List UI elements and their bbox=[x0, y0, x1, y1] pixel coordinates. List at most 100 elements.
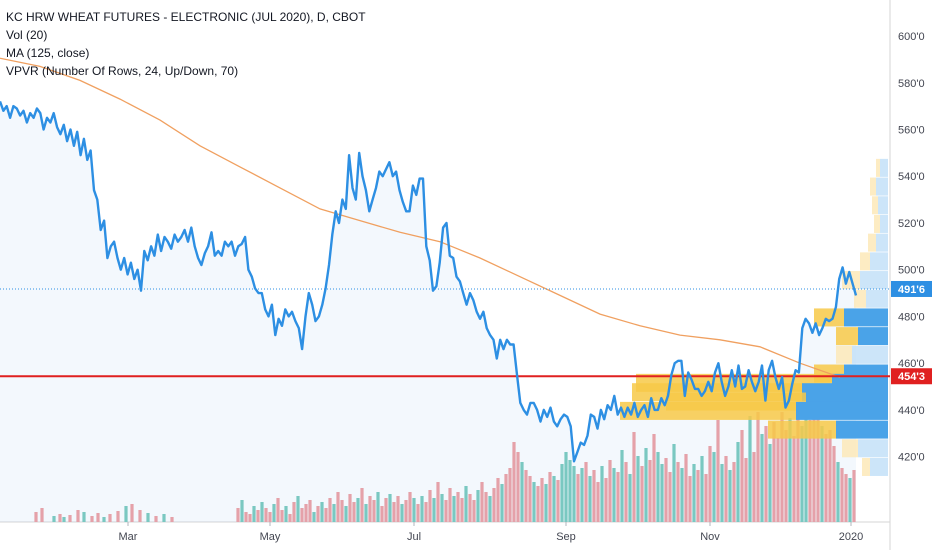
volume-bar bbox=[146, 513, 150, 522]
volume-bar bbox=[732, 462, 736, 522]
volume-bar bbox=[828, 430, 832, 522]
volume-bar bbox=[420, 496, 424, 522]
volume-bar bbox=[544, 484, 548, 522]
volume-bar bbox=[244, 512, 248, 522]
volume-bar bbox=[400, 504, 404, 522]
volume-bar bbox=[380, 506, 384, 522]
volume-bar bbox=[708, 446, 712, 522]
volume-bar bbox=[76, 510, 80, 522]
volume-bar bbox=[96, 513, 100, 522]
volume-bar bbox=[660, 464, 664, 522]
volume-bar bbox=[520, 462, 524, 522]
volume-bar bbox=[608, 460, 612, 522]
y-tick-label: 520'0 bbox=[898, 218, 925, 230]
volume-bar bbox=[344, 506, 348, 522]
volume-bar bbox=[644, 448, 648, 522]
volume-bar bbox=[388, 494, 392, 522]
volume-bar bbox=[804, 404, 808, 522]
volume-bar bbox=[816, 412, 820, 522]
volume-bar bbox=[680, 468, 684, 522]
vpvr-up-bar bbox=[844, 308, 888, 327]
vpvr-down-bar bbox=[814, 308, 844, 327]
vpvr-up-bar bbox=[880, 158, 888, 177]
volume-bar bbox=[452, 496, 456, 522]
volume-bar bbox=[108, 514, 112, 522]
volume-bar bbox=[276, 498, 280, 522]
volume-bar bbox=[796, 402, 800, 522]
vpvr-down-bar bbox=[854, 289, 866, 308]
vpvr-up-bar bbox=[866, 289, 888, 308]
vpvr-up-bar bbox=[870, 252, 888, 271]
volume-bar bbox=[576, 474, 580, 522]
moving-average-line[interactable] bbox=[0, 57, 841, 378]
symbol-title[interactable]: KC HRW WHEAT FUTURES - ELECTRONIC (JUL 2… bbox=[6, 10, 366, 24]
volume-bar bbox=[560, 464, 564, 522]
volume-bar bbox=[564, 452, 568, 522]
volume-bar bbox=[612, 468, 616, 522]
volume-bar bbox=[728, 470, 732, 522]
volume-bar bbox=[40, 508, 44, 522]
volume-bar bbox=[68, 515, 72, 522]
volume-bar bbox=[792, 436, 796, 522]
volume-bar bbox=[768, 444, 772, 522]
volume-bar bbox=[624, 462, 628, 522]
moving-average-indicator-label[interactable]: MA (125, close) bbox=[6, 46, 90, 60]
volume-bar bbox=[508, 468, 512, 522]
volume-bar bbox=[124, 506, 128, 522]
y-tick-label: 460'0 bbox=[898, 358, 925, 370]
volume-bar bbox=[752, 452, 756, 522]
vpvr-down-bar bbox=[842, 439, 858, 458]
vpvr-down-bar bbox=[868, 233, 876, 252]
volume-bar bbox=[540, 478, 544, 522]
volume-bar bbox=[116, 511, 120, 522]
chart-legend: KC HRW WHEAT FUTURES - ELECTRONIC (JUL 2… bbox=[6, 8, 366, 80]
volume-indicator-label[interactable]: Vol (20) bbox=[6, 28, 48, 42]
volume-bar bbox=[656, 452, 660, 522]
volume-bar bbox=[716, 420, 720, 522]
volume-bar bbox=[720, 464, 724, 522]
volume-bar bbox=[836, 462, 840, 522]
volume-bar bbox=[636, 456, 640, 522]
y-tick-label: 500'0 bbox=[898, 265, 925, 277]
volume-bar bbox=[652, 434, 656, 522]
volume-bar bbox=[664, 458, 668, 522]
volume-bar bbox=[416, 504, 420, 522]
volume-bar bbox=[448, 488, 452, 522]
volume-bar bbox=[348, 494, 352, 522]
volume-bar bbox=[724, 456, 728, 522]
volume-bar bbox=[260, 502, 264, 522]
volume-bar bbox=[476, 490, 480, 522]
volume-bar bbox=[58, 514, 62, 522]
level-price-badge-text: 454'3 bbox=[898, 371, 925, 383]
volume-bar bbox=[352, 502, 356, 522]
volume-bar bbox=[340, 500, 344, 522]
x-tick-label: Mar bbox=[119, 531, 138, 543]
volume-bar bbox=[480, 482, 484, 522]
volume-bar bbox=[264, 508, 268, 522]
volume-bar bbox=[620, 450, 624, 522]
y-tick-label: 440'0 bbox=[898, 405, 925, 417]
y-tick-label: 580'0 bbox=[898, 78, 925, 90]
volume-bar bbox=[780, 412, 784, 522]
vpvr-down-bar bbox=[860, 252, 870, 271]
volume-bar bbox=[424, 502, 428, 522]
volume-bar bbox=[252, 506, 256, 522]
volume-bar bbox=[356, 498, 360, 522]
volume-bar bbox=[368, 496, 372, 522]
volume-bar bbox=[840, 468, 844, 522]
volume-bar bbox=[248, 514, 252, 522]
volume-bar bbox=[34, 512, 38, 522]
volume-bar bbox=[852, 470, 856, 522]
volume-bar bbox=[524, 470, 528, 522]
volume-bar bbox=[320, 502, 324, 522]
price-line[interactable] bbox=[0, 100, 858, 463]
volume-bar bbox=[460, 498, 464, 522]
vpvr-indicator-label[interactable]: VPVR (Number Of Rows, 24, Up/Down, 70) bbox=[6, 64, 239, 78]
volume-bar bbox=[760, 434, 764, 522]
volume-bar bbox=[668, 472, 672, 522]
volume-bar bbox=[736, 442, 740, 522]
volume-bar bbox=[748, 416, 752, 522]
vpvr-up-bar bbox=[858, 439, 888, 458]
volume-bar bbox=[162, 514, 166, 522]
